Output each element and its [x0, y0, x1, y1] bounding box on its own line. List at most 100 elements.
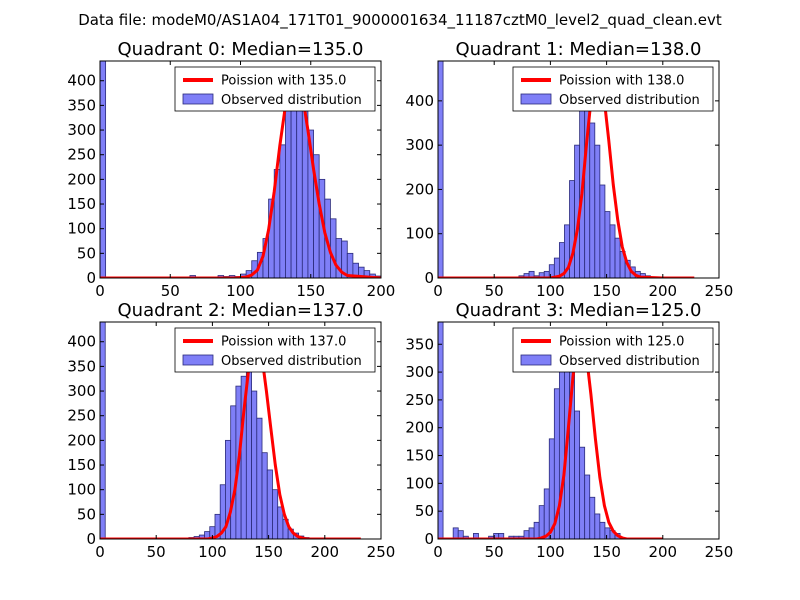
- quadrant-1-bar: [614, 237, 621, 278]
- quadrant-2-ytick-label: 100: [67, 481, 96, 499]
- quadrant-1-bar: [528, 270, 535, 278]
- quadrant-2-xtick-label: 50: [147, 543, 166, 561]
- figure-suptitle: Data file: modeM0/AS1A04_171T01_90000016…: [78, 11, 722, 30]
- quadrant-1-ytick-label: 100: [405, 225, 434, 243]
- quadrant-3-bars: [438, 322, 621, 539]
- quadrant-3-bar: [604, 527, 611, 539]
- quadrant-3-bar: [438, 322, 444, 539]
- quadrant-2-bar: [256, 417, 263, 539]
- quadrant-3-bar: [594, 513, 601, 539]
- quadrant-0-legend-observed-label: Observed distribution: [221, 93, 362, 108]
- quadrant-2-legend-observed-label: Observed distribution: [221, 354, 362, 369]
- quadrant-1-axes-frame: [437, 60, 720, 279]
- quadrant-3-xtick-label: 50: [485, 543, 504, 561]
- quadrant-1-title: Quadrant 1: Median=138.0: [456, 39, 702, 60]
- quadrant-0-legend-poisson-label: Poission with 135.0: [221, 74, 346, 89]
- quadrant-2-legend: Poission with 137.0 Observed distribution: [174, 327, 376, 373]
- quadrant-3-legend-observed-label: Observed distribution: [559, 354, 700, 369]
- quadrant-0-ytick-label: 50: [77, 244, 96, 262]
- quadrant-3-xtick-label: 0: [433, 543, 443, 561]
- quadrant-2-xtick-label: 100: [198, 543, 227, 561]
- quadrant-2-ytick-label: 0: [86, 530, 96, 548]
- panels-group: Quadrant 0: Median=135.0 0 50 100 150 200 0 50 1…: [67, 39, 733, 561]
- quadrant-1-xtick-label: 250: [705, 282, 734, 300]
- quadrant-3-ytick-label: 250: [405, 391, 434, 409]
- quadrant-3-bar: [584, 474, 591, 539]
- quadrant-1-ytick-label: 400: [405, 92, 434, 110]
- quadrant-2-legend-poisson-label: Poission with 137.0: [221, 335, 346, 350]
- quadrant-3-bar: [528, 527, 535, 539]
- quadrant-2-bar: [266, 469, 273, 539]
- quadrant-3-axes-frame: [437, 321, 720, 540]
- quadrant-3-xtick-label: 150: [592, 543, 621, 561]
- quadrant-2-bar: [230, 405, 237, 539]
- quadrant-0-ytick-label: 100: [67, 220, 96, 238]
- quadrant-3-panel: Quadrant 3: Median=125.0 0 50 100 150 200 250 0…: [405, 300, 733, 561]
- quadrant-1-bar: [604, 211, 611, 278]
- quadrant-1-xtick-label: 200: [648, 282, 677, 300]
- quadrant-2-xtick-label: 0: [95, 543, 105, 561]
- quadrant-0-bar: [279, 144, 286, 278]
- quadrant-0-legend: Poission with 135.0 Observed distribution: [174, 66, 376, 112]
- quadrant-3-ytick-label: 350: [405, 335, 434, 353]
- quadrant-3-ytick-label: 200: [405, 419, 434, 437]
- quadrant-0-bar: [100, 61, 107, 278]
- quadrant-0-ytick-label: 200: [67, 170, 96, 188]
- quadrant-1-xtick-label: 50: [485, 282, 504, 300]
- quadrant-1-bar: [589, 122, 596, 278]
- quadrant-3-bar: [574, 410, 581, 539]
- quadrant-0-ytick-label: 300: [67, 121, 96, 139]
- quadrant-0-ytick-label: 0: [86, 269, 96, 287]
- quadrant-3-bar: [473, 533, 479, 539]
- quadrant-2-ytick-label: 200: [67, 431, 96, 449]
- quadrant-3-legend-bar-swatch: [520, 354, 552, 366]
- quadrant-3-ytick-label: 0: [424, 530, 434, 548]
- quadrant-0-xtick-label: 100: [226, 282, 255, 300]
- quadrant-0-xtick-label: 200: [367, 282, 396, 300]
- quadrant-3-ytick-label: 100: [405, 474, 434, 492]
- quadrant-0-title: Quadrant 0: Median=135.0: [118, 39, 364, 60]
- quadrant-3-ytick-label: 50: [415, 502, 434, 520]
- quadrant-0-ytick-label: 150: [67, 195, 96, 213]
- quadrant-2-bar: [251, 390, 258, 539]
- quadrant-2-bar: [277, 506, 284, 539]
- quadrant-2-bar: [100, 322, 106, 539]
- quadrant-0-ytick-label: 400: [67, 72, 96, 90]
- quadrant-1-legend: Poission with 138.0 Observed distribution: [512, 66, 714, 112]
- quadrant-2-xtick-label: 250: [367, 543, 396, 561]
- quadrant-0-bar: [285, 95, 292, 278]
- quadrant-2-xtick-label: 150: [254, 543, 283, 561]
- quadrant-2-panel: Quadrant 2: Median=137.0 0 50 100 150 200 250 0…: [67, 300, 395, 561]
- quadrant-2-ytick-label: 50: [77, 505, 96, 523]
- quadrant-1-bar: [599, 184, 606, 278]
- quadrant-2-bar: [261, 452, 268, 539]
- quadrant-1-ytick-label: 300: [405, 136, 434, 154]
- quadrant-3-title: Quadrant 3: Median=125.0: [456, 300, 702, 321]
- quadrant-2-legend-bar-swatch: [182, 354, 214, 366]
- quadrant-1-legend-poisson-label: Poission with 138.0: [559, 74, 684, 89]
- quadrant-2-xtick-label: 200: [310, 543, 339, 561]
- quadrant-2-bar: [272, 489, 279, 539]
- quadrant-1-legend-observed-label: Observed distribution: [559, 93, 700, 108]
- quadrant-3-xtick-label: 100: [536, 543, 565, 561]
- quadrant-3-legend: Poission with 125.0 Observed distribution: [512, 327, 714, 373]
- quadrant-3-bar: [498, 533, 505, 539]
- quadrant-3-ytick-label: 150: [405, 447, 434, 465]
- quadrant-0-bar: [290, 90, 298, 278]
- quadrant-1-xtick-label: 0: [433, 282, 443, 300]
- quadrant-3-bar: [589, 496, 596, 539]
- quadrant-3-bar: [599, 521, 606, 539]
- quadrant-0-ytick-label: 350: [67, 96, 96, 114]
- quadrant-0-xtick-label: 50: [161, 282, 180, 300]
- quadrant-0-legend-bar-swatch: [182, 93, 214, 105]
- quadrant-1-ytick-label: 0: [424, 269, 434, 287]
- quadrant-1-ytick-label: 200: [405, 180, 434, 198]
- quadrant-2-ytick-label: 250: [67, 407, 96, 425]
- quadrant-3-xtick-label: 250: [705, 543, 734, 561]
- quadrant-1-bar: [438, 61, 444, 278]
- quadrant-1-bar: [609, 224, 616, 278]
- quadrant-3-bar: [452, 527, 459, 539]
- quadrant-1-xtick-label: 150: [592, 282, 621, 300]
